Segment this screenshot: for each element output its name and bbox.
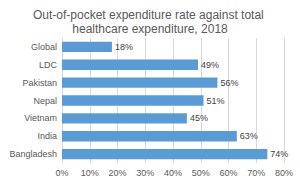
svg-text:India: India <box>37 131 57 141</box>
svg-text:Out-of-pocket expenditure rate: Out-of-pocket expenditure rate against t… <box>33 8 267 22</box>
svg-text:18%: 18% <box>115 42 133 52</box>
svg-text:63%: 63% <box>240 131 258 141</box>
svg-text:30%: 30% <box>136 168 154 178</box>
svg-text:Global: Global <box>31 42 57 52</box>
svg-text:40%: 40% <box>164 168 182 178</box>
svg-text:80%: 80% <box>275 168 293 178</box>
svg-text:10%: 10% <box>81 168 99 178</box>
svg-text:Bangladesh: Bangladesh <box>9 149 57 159</box>
svg-text:Nepal: Nepal <box>33 96 57 106</box>
svg-text:healthcare expenditure, 2018: healthcare expenditure, 2018 <box>72 22 228 36</box>
svg-text:51%: 51% <box>207 96 225 106</box>
svg-text:0%: 0% <box>55 168 68 178</box>
svg-text:56%: 56% <box>220 78 238 88</box>
svg-text:45%: 45% <box>190 113 208 123</box>
svg-text:74%: 74% <box>270 149 288 159</box>
svg-text:Pakistan: Pakistan <box>22 78 57 88</box>
svg-text:LDC: LDC <box>39 60 58 70</box>
svg-text:20%: 20% <box>108 168 126 178</box>
svg-text:50%: 50% <box>192 168 210 178</box>
svg-text:49%: 49% <box>201 60 219 70</box>
svg-text:70%: 70% <box>247 168 265 178</box>
svg-text:60%: 60% <box>219 168 237 178</box>
svg-text:Vietnam: Vietnam <box>24 113 57 123</box>
